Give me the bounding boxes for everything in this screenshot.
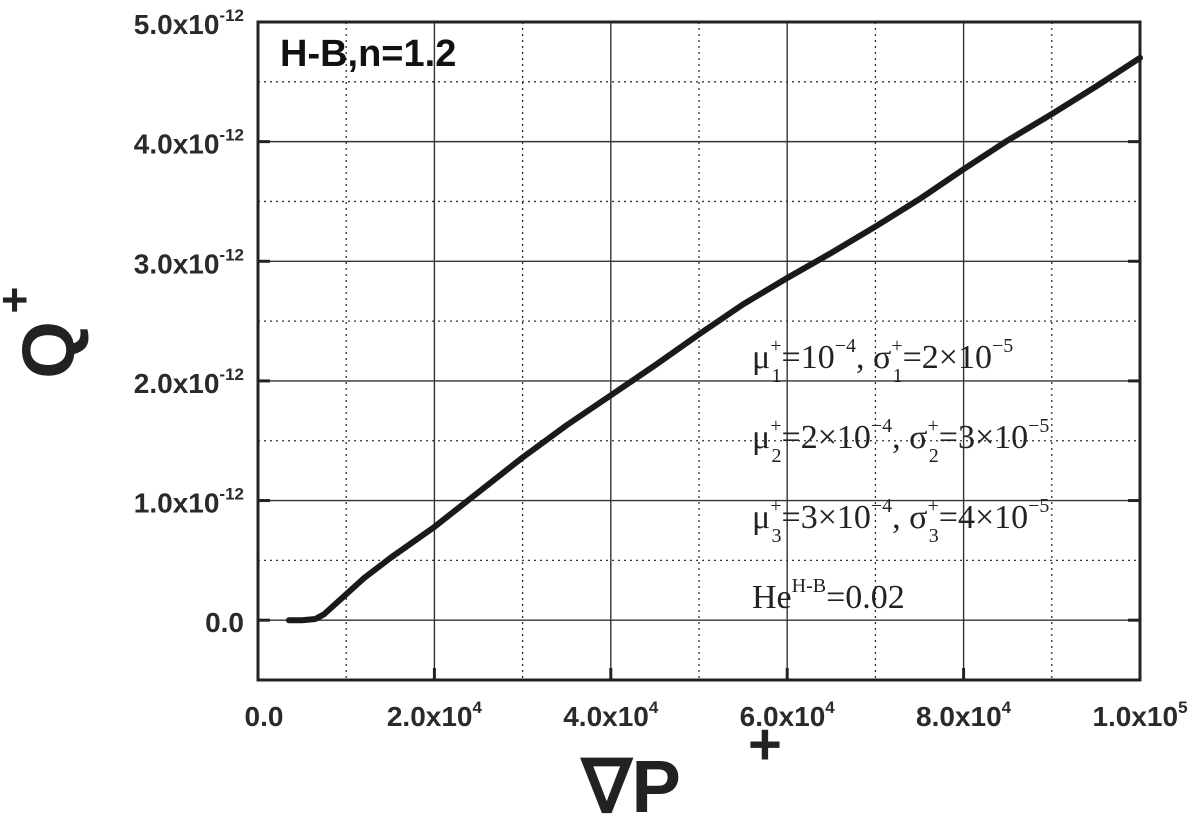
y-tick-label: 2.0x10-12: [134, 365, 244, 399]
grid: [258, 22, 1140, 680]
x-tick-label: 1.0x105: [1092, 698, 1187, 732]
annotation-line: μ+ 2=2×10−4, σ+ 2=3×10−5: [752, 415, 1049, 467]
annotation-line: μ+ 3=3×10−4, σ+ 3=4×10−5: [752, 495, 1049, 547]
series: [285, 54, 1143, 624]
x-tick-label: 6.0x104: [740, 698, 836, 732]
axis-ticks: 0.0 2.0x104 4.0x104 6.0x104 8.0x104 1.0x105 0.…: [134, 6, 1188, 732]
series-line: [285, 54, 1143, 624]
x-tick-label: 4.0x104: [563, 698, 659, 732]
x-axis-superscript: +: [748, 712, 782, 777]
y-axis-title: Q +: [0, 287, 90, 379]
x-tick-label: 8.0x104: [916, 698, 1012, 732]
plot-frame: [256, 20, 1142, 682]
chart-title: H-B,n=1.2: [280, 33, 456, 75]
x-tick-label: 2.0x104: [387, 698, 483, 732]
annotation-line: HeH-B=0.02: [752, 575, 905, 616]
y-axis-superscript: +: [0, 287, 40, 314]
y-axis-symbol: Q: [7, 321, 90, 379]
x-axis-title: ∇P +: [580, 712, 782, 828]
y-tick-label: 1.0x10-12: [134, 485, 244, 519]
x-axis-symbol: ∇P: [580, 745, 681, 828]
x-tick-label: 0.0: [245, 701, 284, 732]
y-tick-label: 0.0: [205, 607, 244, 638]
y-tick-label: 4.0x10-12: [134, 126, 244, 160]
y-tick-label: 3.0x10-12: [134, 245, 244, 279]
annotation-line: μ+ 1=10−4, σ+ 1=2×10−5: [752, 335, 1013, 387]
parameter-annotations: μ+ 1=10−4, σ+ 1=2×10−5 μ+ 2=2×10−4, σ+ 2=3×10…: [752, 335, 1049, 616]
y-tick-label: 5.0x10-12: [134, 6, 244, 40]
